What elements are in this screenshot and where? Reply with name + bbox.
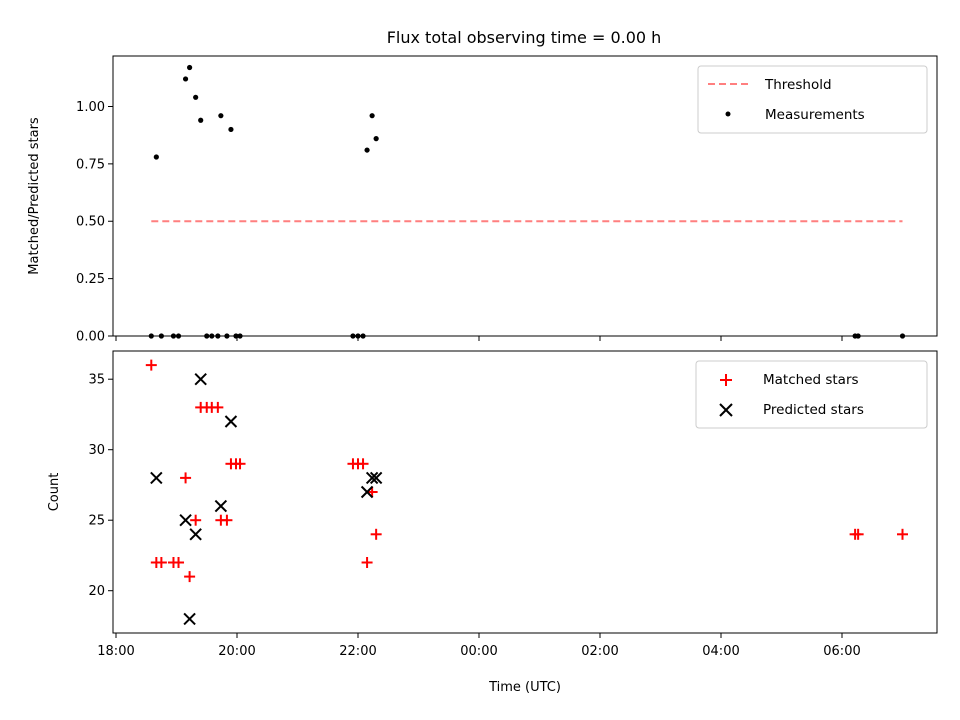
bottom-y-ticks: 20 25 30 35 (88, 373, 113, 599)
matched-legend-swatch (720, 374, 732, 386)
matched-point-24 (852, 528, 864, 540)
predicted-point-1 (179, 513, 192, 527)
matched-point-25 (897, 528, 908, 540)
top-y-tick-label-2: 0.50 (76, 215, 105, 230)
chart-title: Flux total observing time = 0.00 h (387, 28, 662, 47)
measurement-point-6 (187, 64, 193, 71)
measurement-point-22 (373, 136, 379, 142)
threshold-legend-label: Threshold (764, 77, 832, 93)
top-y-ticks: 0.00 0.25 0.50 0.75 1.00 (76, 100, 113, 345)
x-tick-label-1: 20:00 (218, 644, 255, 659)
matched-point-4 (173, 557, 185, 568)
x-tick-label-6: 06:00 (823, 644, 860, 659)
predicted-points (150, 372, 383, 626)
matched-point-0 (145, 359, 157, 371)
bottom-y-tick-label-2: 30 (88, 443, 105, 458)
matched-point-2 (155, 557, 167, 568)
x-axis-label: Time (UTC) (488, 680, 561, 695)
bottom-plot-frame (112, 350, 938, 634)
matched-legend-label: Matched stars (763, 372, 859, 388)
predicted-point-4 (194, 372, 207, 386)
top-legend: Threshold Measurements (697, 65, 928, 134)
measurement-point-7 (193, 94, 199, 100)
predicted-legend-label: Predicted stars (763, 402, 864, 418)
measurements-legend-swatch (725, 111, 731, 117)
matched-point-16 (234, 458, 246, 470)
predicted-point-0 (150, 471, 163, 485)
bottom-legend-box (695, 360, 928, 429)
top-y-tick-label-1: 0.25 (76, 272, 105, 287)
matched-points (145, 359, 908, 583)
predicted-legend-swatch (719, 403, 733, 417)
matched-point-20 (361, 557, 373, 568)
bottom-panel: 20 25 30 35 18:00 20:00 22:00 00:00 02:00 04:00 0… (47, 350, 938, 695)
measurement-point-12 (218, 113, 224, 119)
bottom-y-tick-label-0: 20 (88, 584, 105, 599)
predicted-point-8 (365, 471, 379, 485)
top-panel: 0.00 0.25 0.50 0.75 1.00 Matched/Predicted s… (27, 55, 938, 345)
matched-point-22 (370, 528, 382, 540)
matched-point-5 (180, 472, 192, 484)
predicted-point-5 (214, 499, 228, 513)
measurement-point-8 (198, 117, 204, 123)
top-y-tick-label-3: 0.75 (76, 157, 105, 172)
x-tick-label-2: 22:00 (339, 644, 376, 659)
bottom-legend: Matched stars Predicted stars (695, 360, 928, 429)
measurement-point-21 (369, 113, 375, 119)
predicted-point-9 (369, 471, 383, 485)
measurement-point-1 (153, 154, 159, 160)
x-tick-label-4: 02:00 (581, 644, 618, 659)
matched-point-13 (221, 514, 233, 526)
top-y-tick-label-4: 1.00 (76, 100, 105, 115)
measurement-point-14 (228, 126, 234, 133)
measurement-point-20 (364, 147, 370, 153)
bottom-y-axis-label: Count (47, 473, 62, 512)
predicted-point-7 (360, 485, 374, 499)
bottom-x-ticks: 18:00 20:00 22:00 00:00 02:00 04:00 06:00 (97, 633, 861, 659)
x-tick-label-0: 18:00 (97, 644, 134, 659)
measurement-point-5 (182, 76, 189, 82)
x-tick-label-3: 00:00 (460, 644, 497, 659)
top-y-tick-label-0: 0.00 (76, 330, 105, 345)
top-legend-box (697, 65, 928, 134)
predicted-point-3 (189, 528, 202, 541)
predicted-point-6 (224, 415, 238, 428)
top-plot-frame (112, 55, 938, 337)
x-tick-label-5: 04:00 (702, 644, 739, 659)
matched-point-19 (357, 458, 369, 470)
matched-point-6 (184, 571, 196, 583)
matched-point-7 (190, 514, 202, 526)
bottom-y-tick-label-1: 25 (88, 514, 105, 529)
top-y-axis-label: Matched/Predicted stars (27, 117, 42, 275)
predicted-point-2 (183, 612, 196, 626)
matched-point-11 (212, 401, 224, 413)
measurements-legend-label: Measurements (765, 107, 865, 123)
bottom-y-tick-label-3: 35 (88, 373, 105, 388)
